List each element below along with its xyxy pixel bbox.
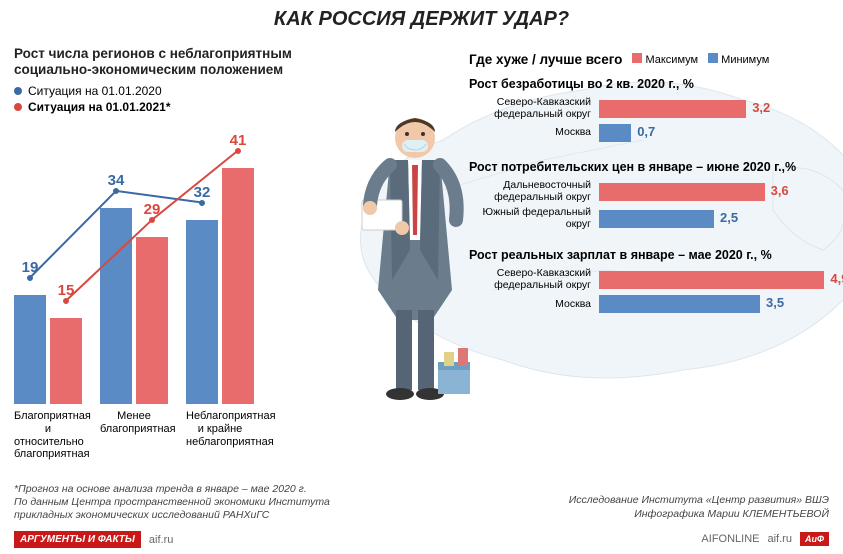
bar: 29 (136, 237, 168, 405)
category-labels: Благоприятная и относительно благоприятн… (14, 410, 334, 461)
credit-author: Инфографика Марии КЛЕМЕНТЬЕВОЙ (569, 507, 829, 522)
hbar-value: 3,5 (766, 295, 784, 310)
dot-icon (14, 87, 22, 95)
left-subtitle: Рост числа регионов с неблагоприятным со… (14, 46, 334, 78)
hbar-row: Москва 0,7 (469, 124, 829, 142)
hbar-row: Дальневосточный федеральный округ 3,6 (469, 180, 829, 203)
bar: 15 (50, 318, 82, 405)
hbar-track: 4,9 (599, 271, 829, 289)
data-point-icon (111, 186, 121, 196)
credits: Исследование Института «Центр развития» … (569, 493, 829, 522)
right-panel: Где хуже / лучше всего Максимум Минимум … (469, 52, 829, 331)
data-point-icon (197, 198, 207, 208)
bar-group: 3241 (186, 168, 254, 405)
category-label: Менее благоприятная (100, 410, 168, 461)
hbar-row: Южный федеральный округ 2,5 (469, 207, 829, 230)
hbar-value: 4,9 (830, 271, 843, 286)
logo-right: AIFONLINE aif.ru АиФ (701, 532, 829, 546)
hbar-row: Северо-Кавказский федеральный округ4,9 (469, 268, 829, 291)
hbar-section: Рост безработицы во 2 кв. 2020 г., % Севе… (469, 77, 829, 142)
aif-badge: АиФ (800, 532, 829, 546)
legend-item-min: Минимум (708, 53, 769, 66)
data-point-icon (25, 273, 35, 283)
hbar-track: 3,5 (599, 295, 829, 313)
logo-brand: АРГУМЕНТЫ И ФАКТЫ (14, 531, 141, 548)
right-legend: Максимум Минимум (632, 53, 769, 66)
hbar-label: Москва (469, 299, 599, 311)
legend-item-max: Максимум (632, 53, 698, 66)
legend-label: Ситуация на 01.01.2020 (28, 84, 162, 98)
businessman-illustration (360, 110, 470, 420)
section-title: Рост реальных зарплат в январе – мае 202… (469, 248, 829, 262)
hbar-section: Рост реальных зарплат в январе – мае 202… (469, 248, 829, 313)
bar: 19 (14, 295, 46, 405)
bar: 34 (100, 208, 132, 404)
data-point-icon (233, 146, 243, 156)
right-header: Где хуже / лучше всего Максимум Минимум (469, 52, 829, 67)
hbar (599, 295, 760, 313)
credit-source: Исследование Института «Центр развития» … (569, 493, 829, 508)
section-title: Рост безработицы во 2 кв. 2020 г., % (469, 77, 829, 91)
hbar-value: 0,7 (637, 124, 655, 139)
hbar-sections: Рост безработицы во 2 кв. 2020 г., % Севе… (469, 77, 829, 313)
hbar-track: 3,2 (599, 100, 829, 118)
hbar-value: 3,2 (752, 100, 770, 115)
hbar-track: 3,6 (599, 183, 829, 201)
hbar (599, 271, 824, 289)
footnote: *Прогноз на основе анализа тренда в янва… (14, 483, 344, 522)
legend-label: Ситуация на 01.01.2021* (28, 100, 170, 114)
hbar (599, 183, 765, 201)
hbar-value: 3,6 (771, 183, 789, 198)
hbar-label: Москва (469, 127, 599, 139)
data-point-icon (61, 296, 71, 306)
hbar (599, 100, 746, 118)
hbar-label: Южный федеральный округ (469, 207, 599, 230)
legend-item-2021: Ситуация на 01.01.2021* (14, 100, 334, 114)
hbar-track: 0,7 (599, 124, 829, 142)
section-title: Рост потребительских цен в январе – июне… (469, 160, 829, 174)
logo-left: АРГУМЕНТЫ И ФАКТЫ aif.ru (14, 531, 173, 548)
bar-group: 1915 (14, 295, 82, 405)
hbar-row: Северо-Кавказский федеральный округ 3,2 (469, 97, 829, 120)
hbar (599, 210, 714, 228)
category-label: Благоприятная и относительно благоприятн… (14, 410, 82, 461)
hbar-label: Дальневосточный федеральный округ (469, 180, 599, 203)
logo-site: aif.ru (768, 533, 792, 545)
hbar-track: 2,5 (599, 210, 829, 228)
dot-icon (14, 103, 22, 111)
bar: 32 (186, 220, 218, 405)
hbar (599, 124, 631, 142)
hbar-value: 2,5 (720, 210, 738, 225)
logo-online: AIFONLINE (701, 533, 759, 545)
left-panel: Рост числа регионов с неблагоприятным со… (14, 46, 334, 461)
square-icon (708, 53, 718, 63)
legend-item-2020: Ситуация на 01.01.2020 (14, 84, 334, 98)
bar: 41 (222, 168, 254, 405)
main-title: КАК РОССИЯ ДЕРЖИТ УДАР? (0, 0, 843, 31)
hbar-row: Москва 3,5 (469, 295, 829, 313)
category-label: Неблагоприятная и крайне неблагоприятная (186, 410, 254, 461)
square-icon (632, 53, 642, 63)
bar-chart: 191534293241 (14, 124, 334, 404)
bar-group: 3429 (100, 208, 168, 404)
data-point-icon (147, 215, 157, 225)
left-legend: Ситуация на 01.01.2020 Ситуация на 01.01… (14, 84, 334, 114)
hbar-section: Рост потребительских цен в январе – июне… (469, 160, 829, 230)
hbar-label: Северо-Кавказский федеральный округ (469, 268, 599, 291)
hbar-label: Северо-Кавказский федеральный округ (469, 97, 599, 120)
right-title: Где хуже / лучше всего (469, 52, 622, 67)
logo-site: aif.ru (149, 534, 173, 546)
